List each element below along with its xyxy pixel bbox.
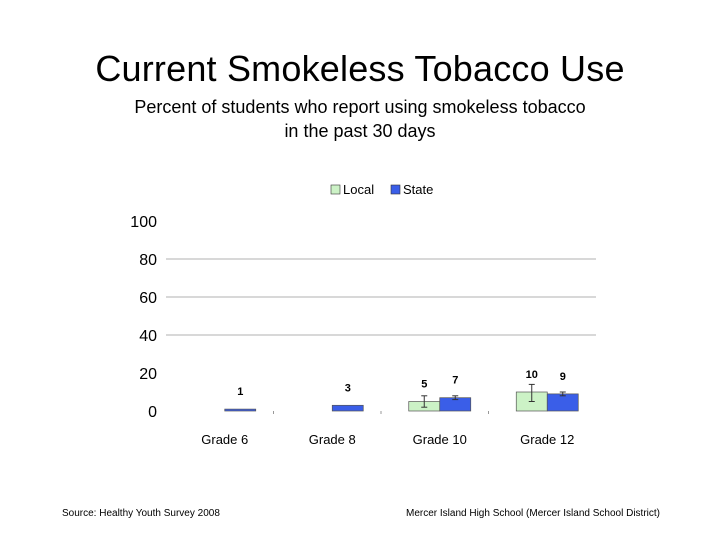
- bar-state-1: [331, 404, 364, 412]
- legend-swatch-state: [390, 184, 401, 195]
- bar-state-3: [546, 393, 579, 412]
- slide-subtitle: Percent of students who report using smo…: [0, 95, 720, 143]
- bar-state-0: [224, 408, 257, 412]
- y-tick-label: 80: [139, 252, 157, 269]
- y-tick-label: 0: [148, 404, 157, 421]
- x-tick-label: Grade 8: [309, 432, 356, 447]
- slide-title: Current Smokeless Tobacco Use: [95, 48, 625, 89]
- legend-label-state: State: [403, 182, 433, 197]
- legend-swatch-local: [330, 184, 341, 195]
- subtitle-line-1: Percent of students who report using smo…: [134, 97, 586, 117]
- data-label: 5: [421, 379, 427, 391]
- data-label: 1: [237, 386, 243, 398]
- subtitle-line-2: in the past 30 days: [284, 121, 436, 141]
- y-tick-label: 40: [139, 328, 157, 345]
- data-label: 10: [526, 369, 538, 381]
- school-note: Mercer Island High School (Mercer Island…: [406, 508, 660, 519]
- x-tick-label: Grade 6: [201, 432, 248, 447]
- x-tick-label: Grade 10: [413, 432, 467, 447]
- y-tick-label: 20: [139, 366, 157, 383]
- legend-label-local: Local: [343, 182, 374, 197]
- data-label: 7: [452, 375, 458, 387]
- data-label: 3: [345, 382, 351, 394]
- data-label: 9: [560, 371, 566, 383]
- y-tick-label: 60: [139, 290, 157, 307]
- x-tick-label: Grade 12: [520, 432, 574, 447]
- source-note: Source: Healthy Youth Survey 2008: [62, 508, 220, 519]
- y-tick-label: 100: [130, 214, 157, 231]
